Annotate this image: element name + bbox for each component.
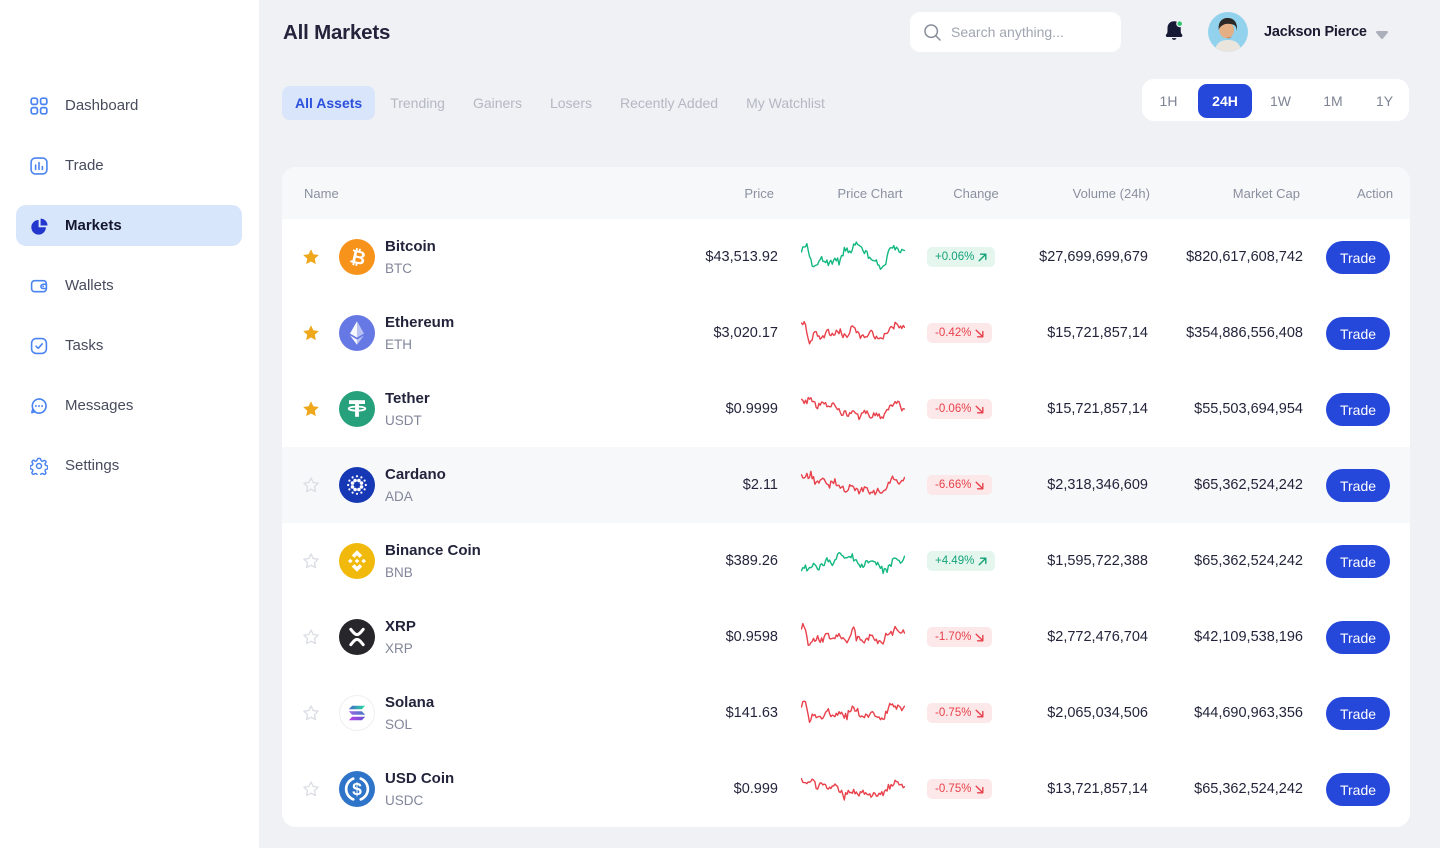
svg-text:₿: ₿: [348, 246, 368, 270]
svg-text:$: $: [352, 779, 362, 799]
